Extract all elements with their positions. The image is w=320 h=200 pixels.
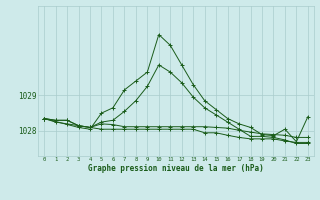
X-axis label: Graphe pression niveau de la mer (hPa): Graphe pression niveau de la mer (hPa) <box>88 164 264 173</box>
